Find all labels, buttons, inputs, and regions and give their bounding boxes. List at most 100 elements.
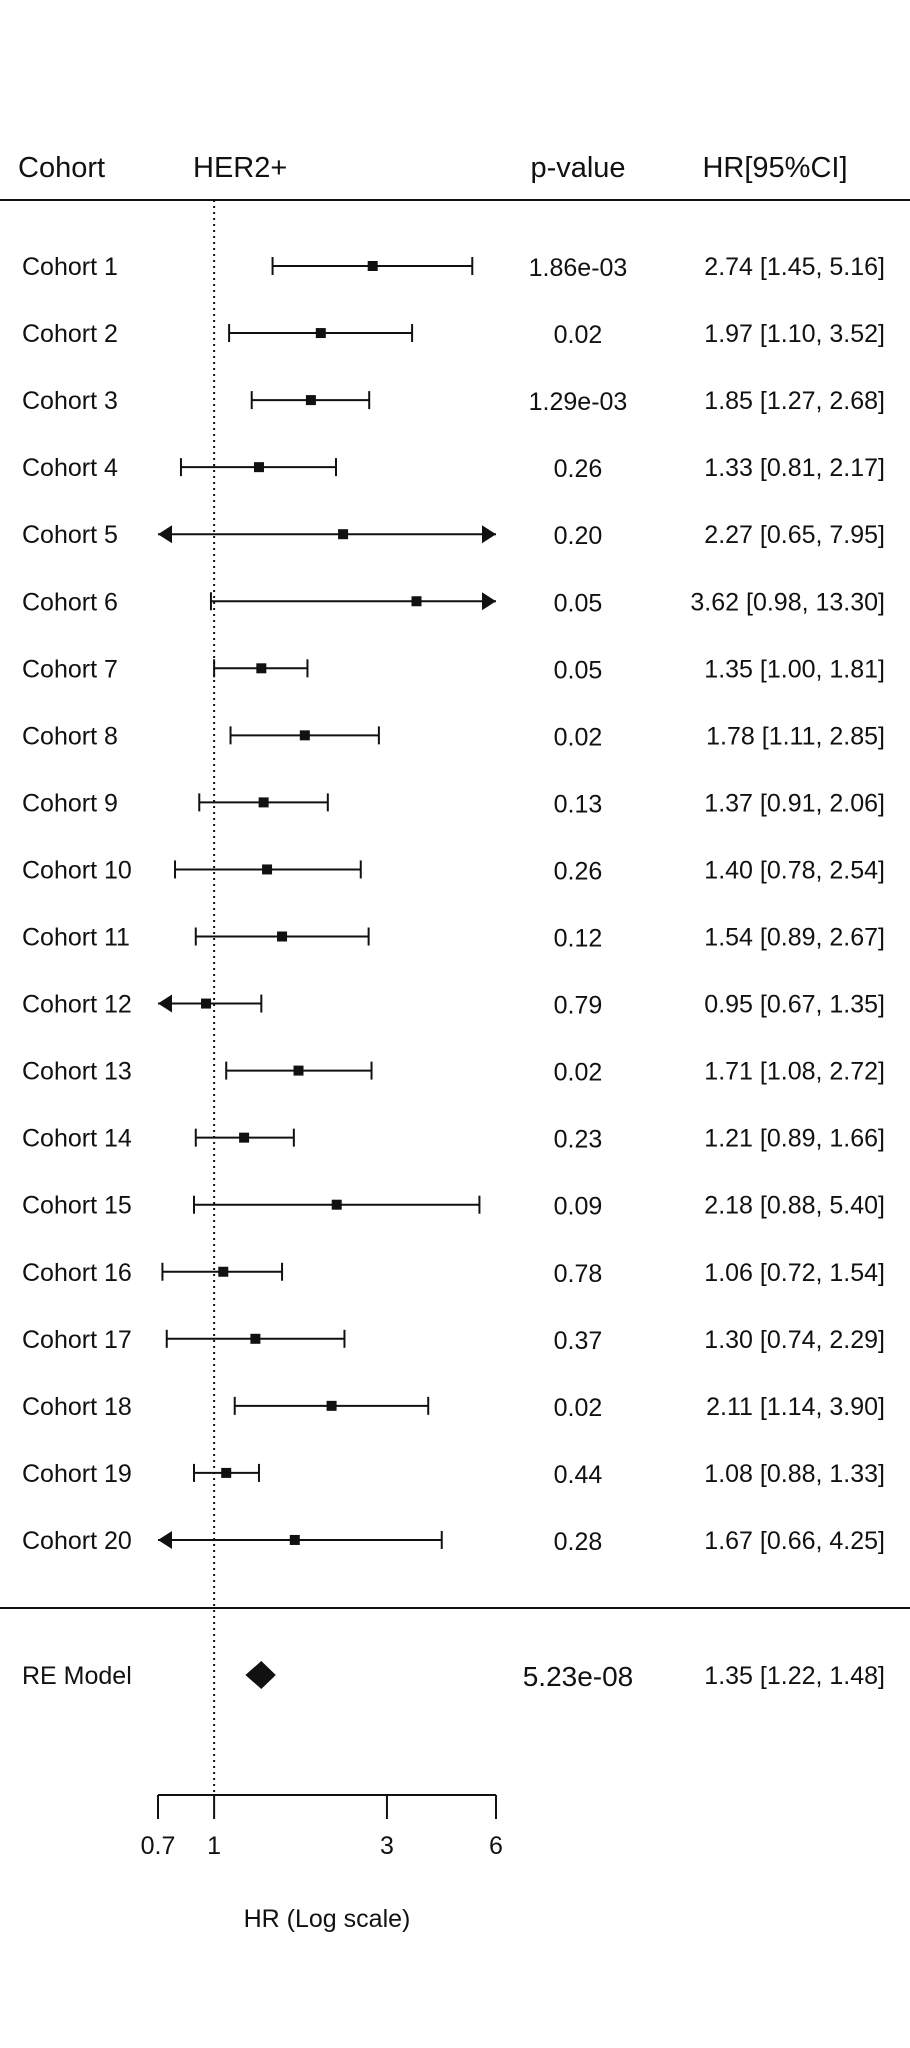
hr-ci-text: 1.30 [0.74, 2.29] xyxy=(704,1326,885,1354)
point-estimate xyxy=(338,529,349,540)
point-estimate xyxy=(277,931,288,942)
study-row: Cohort 14 0.23 1.21 [0.89, 1.66] xyxy=(22,1125,885,1154)
hr-ci-text: 1.54 [0.89, 2.67] xyxy=(704,924,885,952)
ci-arrow-right xyxy=(482,525,496,544)
p-value: 0.20 xyxy=(554,522,603,550)
hr-ci-text: 1.85 [1.27, 2.68] xyxy=(704,387,885,415)
study-label: Cohort 8 xyxy=(22,722,118,750)
study-row: Cohort 7 0.05 1.35 [1.00, 1.81] xyxy=(22,655,885,684)
study-row: Cohort 9 0.13 1.37 [0.91, 2.06] xyxy=(22,789,885,818)
p-value: 0.05 xyxy=(554,589,603,617)
hr-ci-text: 1.67 [0.66, 4.25] xyxy=(704,1527,885,1555)
axis-tick-label: 3 xyxy=(380,1832,394,1860)
p-value: 0.26 xyxy=(554,455,603,483)
hr-ci-text: 1.08 [0.88, 1.33] xyxy=(704,1460,885,1488)
p-value: 0.12 xyxy=(554,925,603,953)
point-estimate xyxy=(331,1199,342,1210)
p-value: 0.26 xyxy=(554,857,603,885)
study-label: Cohort 2 xyxy=(22,320,118,348)
point-estimate xyxy=(293,1065,304,1076)
point-estimate xyxy=(250,1333,261,1344)
header-her2: HER2+ xyxy=(193,152,287,184)
point-estimate xyxy=(411,596,422,607)
p-value: 0.05 xyxy=(554,656,603,684)
axis-tick-label: 6 xyxy=(489,1832,503,1860)
ci-arrow-left xyxy=(158,1530,172,1549)
study-row: Cohort 4 0.26 1.33 [0.81, 2.17] xyxy=(22,454,885,483)
p-value: 0.79 xyxy=(554,992,603,1020)
study-row: Cohort 2 0.02 1.97 [1.10, 3.52] xyxy=(22,320,885,349)
summary-p-value: 5.23e-08 xyxy=(523,1661,634,1692)
study-label: Cohort 3 xyxy=(22,387,118,415)
point-estimate xyxy=(253,462,264,473)
point-estimate xyxy=(326,1400,337,1411)
study-label: Cohort 15 xyxy=(22,1192,132,1220)
study-row: Cohort 19 0.44 1.08 [0.88, 1.33] xyxy=(22,1460,885,1489)
study-label: Cohort 13 xyxy=(22,1058,132,1086)
hr-ci-text: 2.74 [1.45, 5.16] xyxy=(704,253,885,281)
study-label: Cohort 17 xyxy=(22,1326,132,1354)
study-label: Cohort 14 xyxy=(22,1125,132,1153)
study-row: Cohort 11 0.12 1.54 [0.89, 2.67] xyxy=(22,924,885,953)
point-estimate xyxy=(218,1266,229,1277)
study-label: Cohort 20 xyxy=(22,1527,132,1555)
point-estimate xyxy=(305,395,316,406)
study-row: Cohort 6 0.05 3.62 [0.98, 13.30] xyxy=(22,588,885,617)
study-row: Cohort 10 0.26 1.40 [0.78, 2.54] xyxy=(22,856,885,885)
study-row: Cohort 8 0.02 1.78 [1.11, 2.85] xyxy=(22,722,885,751)
p-value: 0.09 xyxy=(554,1193,603,1221)
summary-row: RE Model 5.23e-08 1.35 [1.22, 1.48] xyxy=(22,1661,885,1692)
hr-ci-text: 1.97 [1.10, 3.52] xyxy=(704,320,885,348)
study-row: Cohort 18 0.02 2.11 [1.14, 3.90] xyxy=(22,1393,885,1422)
p-value: 1.29e-03 xyxy=(529,388,628,416)
hr-ci-text: 2.27 [0.65, 7.95] xyxy=(704,521,885,549)
ci-arrow-right xyxy=(482,592,496,611)
p-value: 1.86e-03 xyxy=(529,254,628,282)
p-value: 0.23 xyxy=(554,1126,603,1154)
study-label: Cohort 1 xyxy=(22,253,118,281)
study-row: Cohort 15 0.09 2.18 [0.88, 5.40] xyxy=(22,1192,885,1221)
study-label: Cohort 6 xyxy=(22,588,118,616)
hr-ci-text: 1.40 [0.78, 2.54] xyxy=(704,856,885,884)
x-axis-label: HR (Log scale) xyxy=(244,1905,411,1933)
p-value: 0.37 xyxy=(554,1327,603,1355)
point-estimate xyxy=(262,864,273,875)
study-label: Cohort 18 xyxy=(22,1393,132,1421)
point-estimate xyxy=(289,1534,300,1545)
point-estimate xyxy=(256,663,267,674)
study-label: Cohort 5 xyxy=(22,521,118,549)
axis-tick-label: 1 xyxy=(207,1832,221,1860)
study-label: Cohort 11 xyxy=(22,924,130,952)
study-label: Cohort 7 xyxy=(22,655,118,683)
header-hr-ci: HR[95%CI] xyxy=(702,152,847,184)
study-rows: Cohort 1 1.86e-03 2.74 [1.45, 5.16]Cohort … xyxy=(22,253,885,1556)
p-value: 0.02 xyxy=(554,723,603,751)
study-row: Cohort 5 0.20 2.27 [0.65, 7.95] xyxy=(22,521,885,550)
point-estimate xyxy=(221,1467,232,1478)
study-row: Cohort 16 0.78 1.06 [0.72, 1.54] xyxy=(22,1259,885,1288)
header-pvalue: p-value xyxy=(530,152,625,184)
hr-ci-text: 1.35 [1.00, 1.81] xyxy=(704,655,885,683)
hr-ci-text: 1.21 [0.89, 1.66] xyxy=(704,1125,885,1153)
hr-ci-text: 1.37 [0.91, 2.06] xyxy=(704,789,885,817)
study-row: Cohort 1 1.86e-03 2.74 [1.45, 5.16] xyxy=(22,253,885,282)
point-estimate xyxy=(315,328,326,339)
summary-diamond xyxy=(245,1661,276,1689)
header-cohort: Cohort xyxy=(18,152,105,184)
hr-ci-text: 3.62 [0.98, 13.30] xyxy=(690,588,885,616)
study-row: Cohort 20 0.28 1.67 [0.66, 4.25] xyxy=(22,1527,885,1556)
study-row: Cohort 17 0.37 1.30 [0.74, 2.29] xyxy=(22,1326,885,1355)
p-value: 0.02 xyxy=(554,1394,603,1422)
point-estimate xyxy=(201,998,212,1009)
p-value: 0.02 xyxy=(554,321,603,349)
axis-tick-label: 0.7 xyxy=(141,1832,176,1860)
study-row: Cohort 13 0.02 1.71 [1.08, 2.72] xyxy=(22,1058,885,1087)
hr-ci-text: 1.71 [1.08, 2.72] xyxy=(704,1058,885,1086)
hr-ci-text: 1.78 [1.11, 2.85] xyxy=(706,722,885,750)
study-label: Cohort 12 xyxy=(22,991,132,1019)
point-estimate xyxy=(299,730,310,741)
ci-arrow-left xyxy=(158,525,172,544)
p-value: 0.13 xyxy=(554,790,603,818)
ci-arrow-left xyxy=(158,994,172,1013)
study-label: Cohort 4 xyxy=(22,454,118,482)
